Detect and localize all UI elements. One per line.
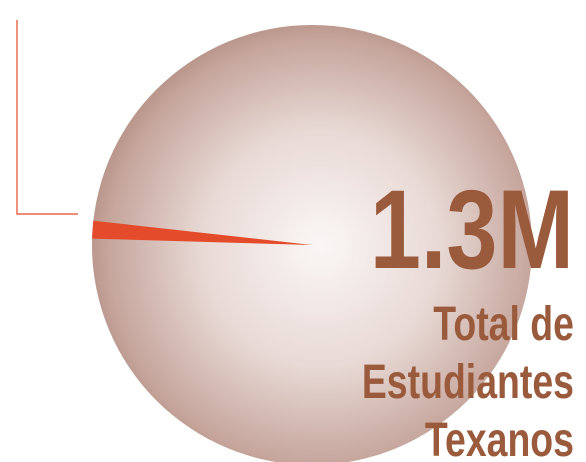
- caption-line-2: Estudiantes: [362, 356, 574, 410]
- headline-value: 1.3M: [370, 166, 574, 292]
- caption-line-1: Total de: [433, 298, 574, 352]
- callout-line: [16, 20, 78, 215]
- pie-slice-highlight: [92, 220, 312, 245]
- pie-slice-remainder: [92, 25, 532, 462]
- caption-line-3: Texanos: [425, 414, 574, 462]
